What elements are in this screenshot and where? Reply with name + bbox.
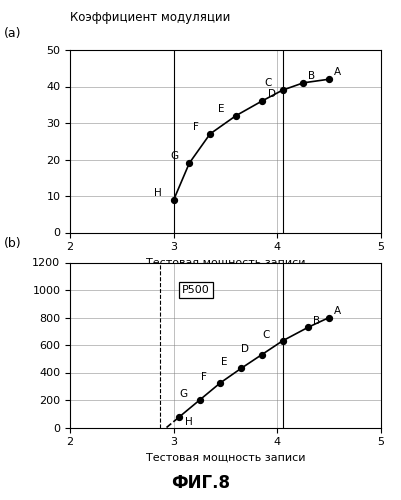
Text: (b): (b) bbox=[4, 238, 22, 250]
Text: P500: P500 bbox=[182, 285, 210, 295]
Text: H: H bbox=[185, 417, 193, 427]
Text: C: C bbox=[264, 78, 272, 88]
Text: A: A bbox=[334, 306, 341, 316]
Point bbox=[259, 350, 265, 358]
Text: A: A bbox=[334, 68, 341, 78]
Point bbox=[300, 79, 306, 87]
Text: F: F bbox=[201, 372, 207, 382]
Text: ФИГ.8: ФИГ.8 bbox=[171, 474, 230, 492]
Text: (a): (a) bbox=[4, 28, 22, 40]
Text: E: E bbox=[221, 358, 228, 368]
Text: B: B bbox=[313, 316, 320, 326]
Point bbox=[238, 364, 244, 372]
Point bbox=[233, 112, 239, 120]
Text: F: F bbox=[192, 122, 198, 132]
Point bbox=[259, 97, 265, 105]
Text: H: H bbox=[154, 188, 162, 198]
Point bbox=[196, 396, 203, 404]
Point bbox=[176, 413, 182, 421]
Text: D: D bbox=[241, 344, 249, 353]
Text: G: G bbox=[171, 152, 179, 162]
Point bbox=[217, 379, 224, 387]
Text: D: D bbox=[268, 90, 276, 100]
Point bbox=[279, 86, 286, 94]
Point bbox=[170, 196, 177, 203]
Point bbox=[279, 337, 286, 345]
Point bbox=[305, 323, 312, 331]
X-axis label: Тестовая мощность записи: Тестовая мощность записи bbox=[146, 258, 305, 268]
Text: E: E bbox=[218, 104, 225, 114]
X-axis label: Тестовая мощность записи: Тестовая мощность записи bbox=[146, 453, 305, 463]
Text: B: B bbox=[308, 71, 315, 81]
Text: G: G bbox=[179, 389, 187, 399]
Point bbox=[186, 159, 192, 167]
Point bbox=[326, 314, 332, 322]
Point bbox=[326, 75, 332, 83]
Text: C: C bbox=[262, 330, 269, 340]
Point bbox=[207, 130, 213, 138]
Text: Коэффициент модуляции: Коэффициент модуляции bbox=[70, 12, 231, 24]
